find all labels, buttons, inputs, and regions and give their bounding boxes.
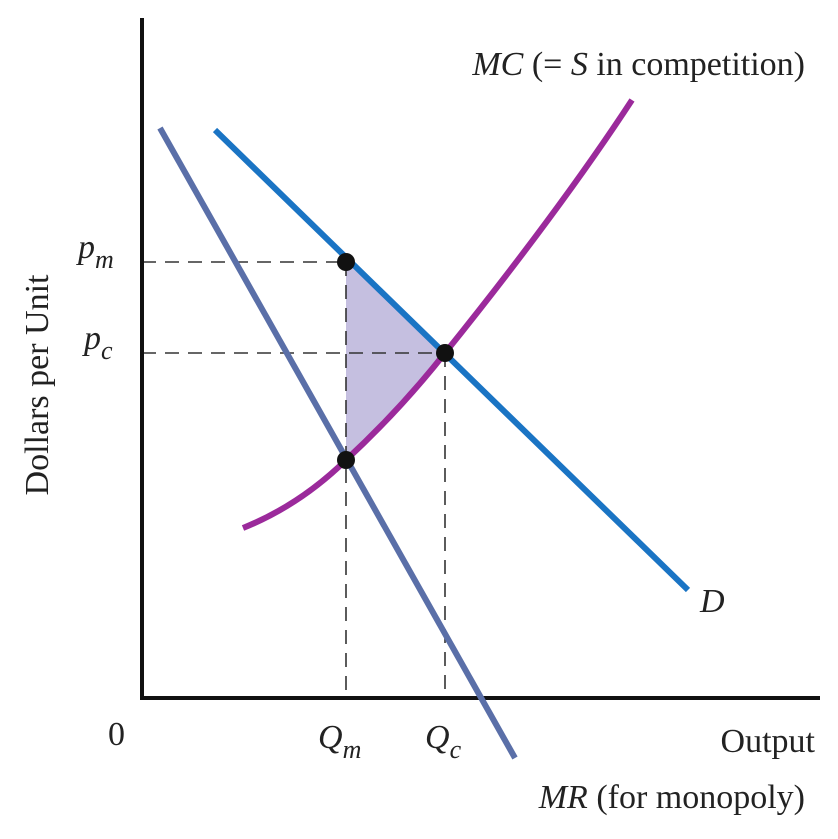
deadweight-loss [346,262,445,460]
x-axis-label: Output [721,723,816,760]
mr-curve [157,126,518,760]
label-part: m [343,735,362,764]
label-part: Q [318,719,343,756]
label-part: (for monopoly) [588,779,805,816]
mr-label: MR (for monopoly) [538,779,805,816]
pm-label: pm [76,229,114,274]
competitive-point [436,344,454,362]
label-part: in competition) [588,46,805,83]
origin-label: 0 [108,716,125,753]
pc-label: pc [82,320,113,365]
demand-curve [212,127,691,593]
label-part: (= [523,46,571,83]
label-part: MR [538,779,588,816]
y-axis-label: Dollars per Unit [19,274,56,496]
label-part: Q [425,719,450,756]
demand-label: D [699,583,725,620]
label-part: p [76,229,95,266]
label-part: MC [471,46,523,83]
mc-label: MC (= S in competition) [471,46,805,83]
label-part: c [450,735,462,764]
label-part: m [95,245,114,274]
guide-lines [142,261,446,698]
label-part: p [82,320,101,357]
points [337,253,454,469]
mr-mc-point [337,451,355,469]
monopoly-price-point [337,253,355,271]
label-part: S [571,46,588,83]
qc-label: Qc [425,719,462,764]
mc-curve [241,98,635,531]
label-part: c [101,336,113,365]
qm-label: Qm [318,719,361,764]
